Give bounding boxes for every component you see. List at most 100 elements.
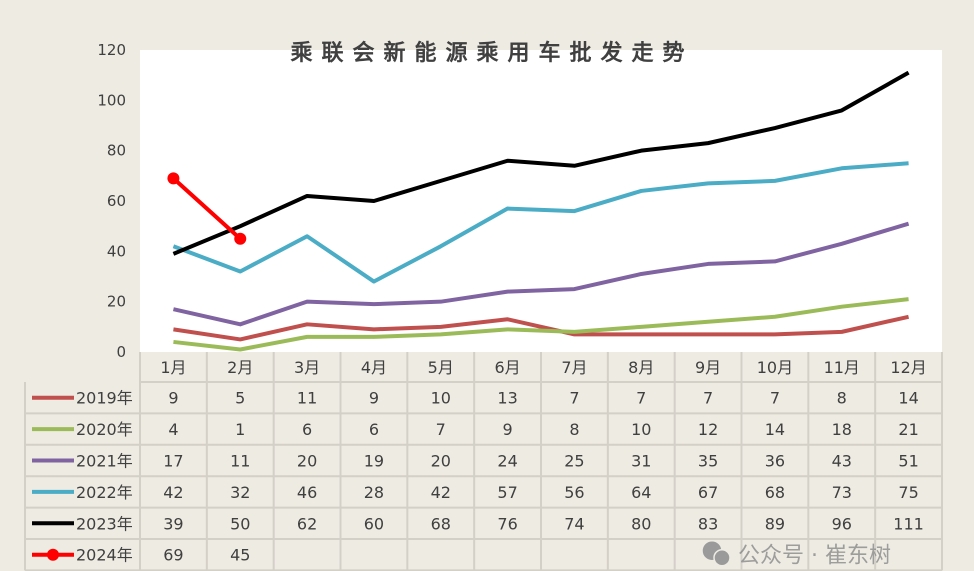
data-label: 9 [168, 389, 178, 408]
legend-label: 2022年 [76, 483, 133, 502]
x-tick-label: 9月 [695, 358, 721, 377]
x-tick-label: 2月 [227, 358, 253, 377]
data-label: 50 [230, 514, 250, 533]
x-tick-label: 5月 [428, 358, 454, 377]
data-label: 39 [163, 514, 183, 533]
data-label: 7 [703, 389, 713, 408]
data-label: 28 [364, 483, 384, 502]
data-label: 43 [832, 452, 852, 471]
data-label: 74 [564, 514, 584, 533]
data-label: 76 [497, 514, 517, 533]
data-label: 42 [163, 483, 183, 502]
data-label: 14 [898, 389, 918, 408]
data-label: 20 [297, 452, 317, 471]
wechat-icon [701, 539, 731, 567]
data-label: 60 [364, 514, 384, 533]
data-label: 73 [832, 483, 852, 502]
data-label: 31 [631, 452, 651, 471]
data-label: 7 [436, 420, 446, 439]
data-label: 9 [369, 389, 379, 408]
series-line-2022年 [172, 161, 909, 284]
data-label: 62 [297, 514, 317, 533]
data-label: 80 [631, 514, 651, 533]
y-tick-label: 40 [107, 242, 126, 260]
data-label: 32 [230, 483, 250, 502]
data-label: 11 [297, 389, 317, 408]
data-label: 64 [631, 483, 651, 502]
data-label: 89 [765, 514, 785, 533]
data-label: 111 [893, 514, 924, 533]
plot-area [140, 50, 942, 352]
series-line-2021年 [172, 221, 910, 327]
data-label: 21 [898, 420, 918, 439]
x-tick-label: 8月 [628, 358, 654, 377]
y-tick-label: 80 [107, 142, 126, 160]
data-label: 11 [230, 452, 250, 471]
data-label: 69 [163, 546, 183, 565]
data-label: 8 [569, 420, 579, 439]
data-label: 14 [765, 420, 785, 439]
x-tick-label: 7月 [561, 358, 587, 377]
data-label: 75 [898, 483, 918, 502]
legend-label: 2019年 [76, 389, 133, 408]
series-line-2024年 [172, 176, 242, 241]
legend-label: 2021年 [76, 452, 133, 471]
data-label: 18 [832, 420, 852, 439]
x-tick-label: 3月 [294, 358, 320, 377]
data-label: 56 [564, 483, 584, 502]
data-label: 7 [770, 389, 780, 408]
data-point-marker [167, 172, 180, 185]
data-label: 45 [230, 546, 250, 565]
data-label: 4 [168, 420, 178, 439]
data-point-marker [234, 232, 247, 245]
x-tick-label: 12月 [890, 358, 926, 377]
x-tick-label: 1月 [160, 358, 186, 377]
y-tick-label: 20 [107, 293, 126, 311]
data-label: 68 [765, 483, 785, 502]
data-label: 57 [497, 483, 517, 502]
data-label: 35 [698, 452, 718, 471]
data-label: 1 [235, 420, 245, 439]
data-label: 8 [837, 389, 847, 408]
data-label: 42 [431, 483, 451, 502]
data-label: 7 [569, 389, 579, 408]
watermark: 公众号 · 崔东树 [738, 544, 891, 569]
data-label: 10 [431, 389, 451, 408]
data-label: 51 [898, 452, 918, 471]
data-label: 6 [302, 420, 312, 439]
data-label: 17 [163, 452, 183, 471]
y-tick-label: 60 [107, 192, 126, 210]
series-line-2020年 [173, 297, 909, 352]
series-line-2019年 [173, 314, 910, 342]
y-tick-label: 100 [97, 91, 126, 109]
data-label: 12 [698, 420, 718, 439]
data-label: 24 [497, 452, 517, 471]
chart-title: 乘联会新能源乘用车批发走势 [289, 40, 693, 66]
data-label: 68 [431, 514, 451, 533]
series-line-2023年 [172, 70, 910, 256]
data-label: 67 [698, 483, 718, 502]
data-label: 25 [564, 452, 584, 471]
x-tick-label: 4月 [361, 358, 387, 377]
x-tick-label: 11月 [824, 358, 860, 377]
data-label: 9 [502, 420, 512, 439]
data-label: 13 [497, 389, 517, 408]
data-label: 96 [832, 514, 852, 533]
data-label: 83 [698, 514, 718, 533]
y-tick-label: 0 [116, 343, 126, 361]
data-label: 5 [235, 389, 245, 408]
y-tick-label: 120 [97, 41, 126, 59]
data-label: 36 [765, 452, 785, 471]
data-label: 20 [431, 452, 451, 471]
x-tick-label: 6月 [494, 358, 520, 377]
data-label: 46 [297, 483, 317, 502]
data-label: 7 [636, 389, 646, 408]
data-label: 19 [364, 452, 384, 471]
legend-label: 2024年 [76, 546, 133, 565]
data-label: 10 [631, 420, 651, 439]
data-label: 6 [369, 420, 379, 439]
legend-label: 2023年 [76, 514, 133, 533]
legend-label: 2020年 [76, 420, 133, 439]
